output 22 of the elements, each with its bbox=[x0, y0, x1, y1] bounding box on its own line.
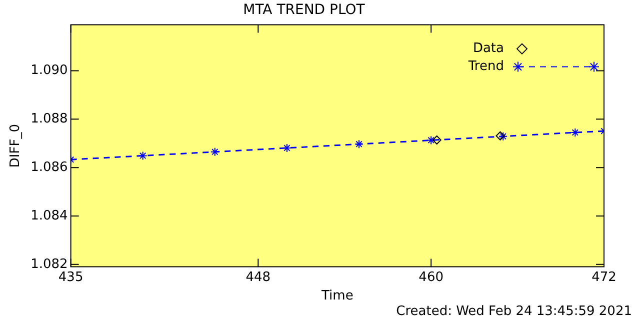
legend-label: Trend bbox=[467, 59, 504, 74]
chart-title: MTA TREND PLOT bbox=[243, 2, 366, 18]
y-tick-label: 1.086 bbox=[30, 160, 68, 175]
y-tick-label: 1.090 bbox=[30, 63, 68, 78]
x-tick-label: 460 bbox=[418, 270, 444, 285]
point bbox=[138, 151, 148, 160]
x-axis-title: Time bbox=[320, 288, 354, 304]
point bbox=[210, 147, 220, 156]
text: Created: Wed Feb 24 13:45:59 2021 bbox=[396, 304, 632, 319]
x-tick-label: 448 bbox=[246, 270, 271, 285]
y-tick-label: 1.088 bbox=[30, 112, 68, 127]
point bbox=[432, 135, 442, 144]
y-axis-title: DIFF_0 bbox=[8, 124, 24, 168]
y-tick-label: 1.084 bbox=[30, 208, 68, 224]
x-tick-label: 472 bbox=[592, 270, 616, 285]
point bbox=[426, 136, 436, 145]
point bbox=[496, 131, 505, 140]
legend-label: Data bbox=[472, 41, 504, 56]
point bbox=[354, 140, 364, 149]
point bbox=[498, 132, 508, 141]
y-tick-label: 1.082 bbox=[30, 256, 68, 272]
x-tick-label: 435 bbox=[58, 270, 84, 285]
